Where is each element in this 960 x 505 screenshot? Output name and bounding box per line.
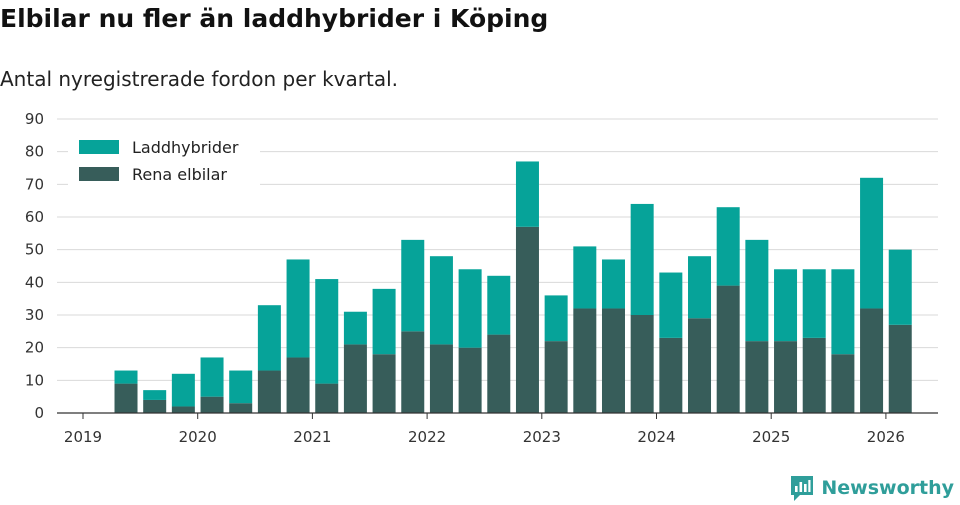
y-tick-label: 10 (25, 371, 44, 389)
bar-laddhybrider (229, 370, 253, 404)
bar-rena-elbilar (601, 308, 625, 413)
legend-swatch (79, 140, 119, 154)
y-tick-label: 80 (25, 143, 44, 161)
bar-rena-elbilar (114, 383, 138, 413)
bar-laddhybrider (286, 259, 310, 358)
bar-laddhybrider (315, 279, 339, 384)
bar-rena-elbilar (200, 396, 224, 413)
bar-laddhybrider (831, 269, 855, 355)
bar-laddhybrider (630, 203, 654, 315)
bar-laddhybrider (716, 207, 740, 286)
x-tick-label: 2024 (637, 428, 675, 446)
bar-laddhybrider (114, 370, 138, 384)
bar-laddhybrider (688, 256, 712, 319)
bar-rena-elbilar (143, 399, 167, 413)
bar-rena-elbilar (343, 344, 367, 413)
bar-laddhybrider (802, 269, 826, 338)
bar-laddhybrider (659, 272, 683, 338)
y-tick-label: 40 (25, 273, 44, 291)
bar-laddhybrider (171, 373, 195, 407)
bar-rena-elbilar (573, 308, 597, 413)
y-tick-label: 90 (25, 110, 44, 128)
bar-rena-elbilar (860, 308, 884, 413)
bar-rena-elbilar (688, 318, 712, 413)
bar-rena-elbilar (429, 344, 453, 413)
y-tick-label: 60 (25, 208, 44, 226)
bar-laddhybrider (544, 295, 568, 342)
y-tick-label: 50 (25, 241, 44, 259)
y-tick-label: 30 (25, 306, 44, 324)
x-tick-label: 2020 (179, 428, 217, 446)
legend-label: Laddhybrider (132, 138, 239, 157)
bar-rena-elbilar (802, 337, 826, 413)
bar-rena-elbilar (544, 341, 568, 413)
bar-rena-elbilar (229, 403, 253, 413)
bar-rena-elbilar (286, 357, 310, 413)
y-tick-label: 20 (25, 339, 44, 357)
bar-rena-elbilar (458, 347, 482, 413)
bar-laddhybrider (200, 357, 224, 397)
brand-logo: Newsworthy (789, 474, 954, 502)
bar-rena-elbilar (831, 354, 855, 413)
bar-rena-elbilar (515, 226, 539, 413)
y-tick-label: 70 (25, 175, 44, 193)
bar-laddhybrider (774, 269, 798, 342)
chart-subtitle: Antal nyregistrerade fordon per kvartal. (0, 67, 399, 91)
x-tick-label: 2019 (64, 428, 102, 446)
bar-laddhybrider (257, 305, 281, 371)
bar-rena-elbilar (888, 324, 912, 413)
bar-laddhybrider (601, 259, 625, 309)
bar-laddhybrider (888, 249, 912, 325)
brand-name: Newsworthy (821, 477, 954, 499)
bar-rena-elbilar (372, 354, 396, 413)
x-tick-label: 2025 (752, 428, 790, 446)
bar-rena-elbilar (315, 383, 339, 413)
chart-title: Elbilar nu fler än laddhybrider i Köping (0, 4, 549, 33)
bar-laddhybrider (429, 256, 453, 345)
newsworthy-logo-icon (791, 476, 814, 501)
bar-laddhybrider (143, 390, 167, 400)
x-tick-label: 2026 (867, 428, 905, 446)
bar-rena-elbilar (774, 341, 798, 413)
bar-laddhybrider (573, 246, 597, 309)
bar-laddhybrider (372, 288, 396, 355)
x-tick-label: 2023 (523, 428, 561, 446)
bar-rena-elbilar (630, 315, 654, 413)
bar-rena-elbilar (659, 337, 683, 413)
bar-laddhybrider (515, 161, 539, 227)
bar-laddhybrider (401, 239, 425, 332)
bar-rena-elbilar (257, 370, 281, 413)
y-tick-label: 0 (34, 404, 44, 422)
bar-laddhybrider (860, 177, 884, 309)
bar-rena-elbilar (745, 341, 769, 413)
legend-swatch (79, 167, 119, 181)
bar-rena-elbilar (171, 406, 195, 413)
bar-laddhybrider (343, 311, 367, 345)
bar-laddhybrider (745, 239, 769, 342)
bar-laddhybrider (487, 275, 511, 335)
x-tick-label: 2021 (293, 428, 331, 446)
bar-laddhybrider (458, 269, 482, 348)
bar-rena-elbilar (487, 334, 511, 413)
bar-rena-elbilar (401, 331, 425, 413)
x-tick-label: 2022 (408, 428, 446, 446)
legend-label: Rena elbilar (132, 165, 227, 184)
bar-rena-elbilar (716, 285, 740, 413)
